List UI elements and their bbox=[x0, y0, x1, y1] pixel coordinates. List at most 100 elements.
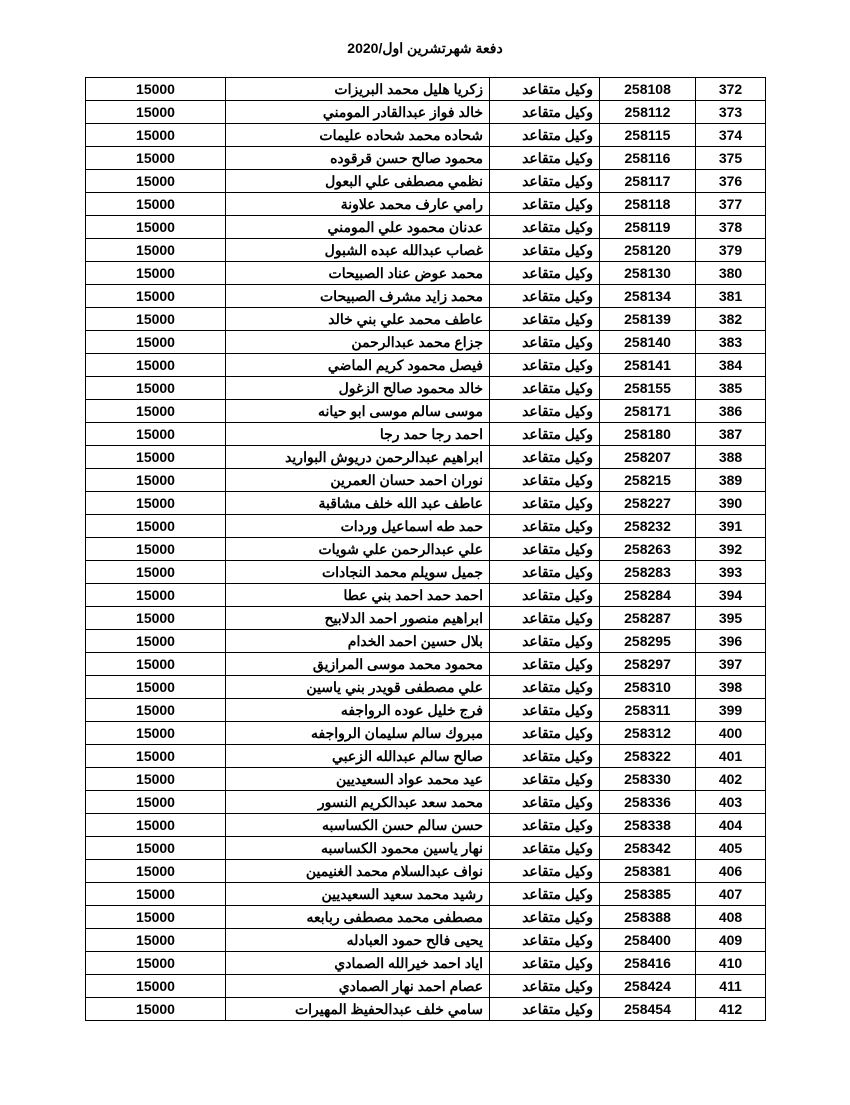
cell-id: 258311 bbox=[600, 699, 696, 722]
table-row: 15000حمد طه اسماعيل ورداتوكيل متقاعد2582… bbox=[86, 515, 766, 538]
cell-seq: 383 bbox=[696, 331, 766, 354]
cell-amount: 15000 bbox=[86, 101, 226, 124]
cell-id: 258141 bbox=[600, 354, 696, 377]
cell-id: 258336 bbox=[600, 791, 696, 814]
cell-seq: 394 bbox=[696, 584, 766, 607]
cell-amount: 15000 bbox=[86, 975, 226, 998]
cell-name: حمد طه اسماعيل وردات bbox=[226, 515, 490, 538]
cell-seq: 374 bbox=[696, 124, 766, 147]
cell-id: 258130 bbox=[600, 262, 696, 285]
cell-seq: 391 bbox=[696, 515, 766, 538]
table-row: 15000زكريا هليل محمد البريزاتوكيل متقاعد… bbox=[86, 78, 766, 101]
table-row: 15000عاطف عبد الله خلف مشاقبةوكيل متقاعد… bbox=[86, 492, 766, 515]
cell-id: 258108 bbox=[600, 78, 696, 101]
cell-rank: وكيل متقاعد bbox=[490, 239, 600, 262]
cell-seq: 386 bbox=[696, 400, 766, 423]
cell-amount: 15000 bbox=[86, 561, 226, 584]
cell-name: اياد احمد خيرالله الصمادي bbox=[226, 952, 490, 975]
cell-amount: 15000 bbox=[86, 216, 226, 239]
cell-rank: وكيل متقاعد bbox=[490, 446, 600, 469]
cell-name: محمود محمد موسى المرازيق bbox=[226, 653, 490, 676]
cell-name: عصام احمد نهار الصمادي bbox=[226, 975, 490, 998]
table-row: 15000نواف عبدالسلام محمد الغنيمينوكيل مت… bbox=[86, 860, 766, 883]
cell-name: احمد حمد احمد بني عطا bbox=[226, 584, 490, 607]
cell-rank: وكيل متقاعد bbox=[490, 998, 600, 1021]
cell-seq: 381 bbox=[696, 285, 766, 308]
cell-seq: 396 bbox=[696, 630, 766, 653]
cell-amount: 15000 bbox=[86, 377, 226, 400]
cell-name: ابراهيم عبدالرحمن دريوش البواريد bbox=[226, 446, 490, 469]
cell-amount: 15000 bbox=[86, 492, 226, 515]
cell-amount: 15000 bbox=[86, 906, 226, 929]
cell-seq: 379 bbox=[696, 239, 766, 262]
cell-name: شحاده محمد شحاده عليمات bbox=[226, 124, 490, 147]
cell-rank: وكيل متقاعد bbox=[490, 561, 600, 584]
cell-name: عدنان محمود علي المومني bbox=[226, 216, 490, 239]
cell-name: مصطفى محمد مصطفى ربابعه bbox=[226, 906, 490, 929]
cell-rank: وكيل متقاعد bbox=[490, 400, 600, 423]
cell-rank: وكيل متقاعد bbox=[490, 193, 600, 216]
cell-amount: 15000 bbox=[86, 124, 226, 147]
cell-amount: 15000 bbox=[86, 607, 226, 630]
cell-seq: 384 bbox=[696, 354, 766, 377]
cell-id: 258322 bbox=[600, 745, 696, 768]
cell-amount: 15000 bbox=[86, 952, 226, 975]
cell-seq: 405 bbox=[696, 837, 766, 860]
cell-amount: 15000 bbox=[86, 78, 226, 101]
cell-rank: وكيل متقاعد bbox=[490, 285, 600, 308]
cell-id: 258424 bbox=[600, 975, 696, 998]
cell-name: عاطف محمد علي بني خالد bbox=[226, 308, 490, 331]
cell-id: 258381 bbox=[600, 860, 696, 883]
cell-rank: وكيل متقاعد bbox=[490, 699, 600, 722]
table-row: 15000محمود محمد موسى المرازيقوكيل متقاعد… bbox=[86, 653, 766, 676]
table-row: 15000احمد حمد احمد بني عطاوكيل متقاعد258… bbox=[86, 584, 766, 607]
cell-id: 258312 bbox=[600, 722, 696, 745]
cell-rank: وكيل متقاعد bbox=[490, 630, 600, 653]
cell-rank: وكيل متقاعد bbox=[490, 216, 600, 239]
cell-rank: وكيل متقاعد bbox=[490, 262, 600, 285]
cell-amount: 15000 bbox=[86, 170, 226, 193]
cell-seq: 398 bbox=[696, 676, 766, 699]
cell-rank: وكيل متقاعد bbox=[490, 814, 600, 837]
table-row: 15000شحاده محمد شحاده عليماتوكيل متقاعد2… bbox=[86, 124, 766, 147]
cell-seq: 397 bbox=[696, 653, 766, 676]
table-row: 15000عيد محمد عواد السعيديينوكيل متقاعد2… bbox=[86, 768, 766, 791]
cell-name: رامي عارف محمد علاونة bbox=[226, 193, 490, 216]
table-row: 15000حسن سالم حسن الكساسبهوكيل متقاعد258… bbox=[86, 814, 766, 837]
cell-id: 258330 bbox=[600, 768, 696, 791]
cell-name: صالح سالم عبدالله الزعبي bbox=[226, 745, 490, 768]
table-row: 15000موسى سالم موسى ابو حيانهوكيل متقاعد… bbox=[86, 400, 766, 423]
table-row: 15000علي عبدالرحمن علي شوياتوكيل متقاعد2… bbox=[86, 538, 766, 561]
cell-amount: 15000 bbox=[86, 239, 226, 262]
cell-name: ابراهيم منصور احمد الدلابيح bbox=[226, 607, 490, 630]
table-row: 15000نهار ياسين محمود الكساسبهوكيل متقاع… bbox=[86, 837, 766, 860]
cell-rank: وكيل متقاعد bbox=[490, 745, 600, 768]
cell-name: مبروك سالم سليمان الرواجفه bbox=[226, 722, 490, 745]
cell-seq: 395 bbox=[696, 607, 766, 630]
cell-name: سامي خلف عبدالحفيظ المهيرات bbox=[226, 998, 490, 1021]
cell-id: 258116 bbox=[600, 147, 696, 170]
cell-name: فيصل محمود كريم الماضي bbox=[226, 354, 490, 377]
cell-rank: وكيل متقاعد bbox=[490, 492, 600, 515]
cell-rank: وكيل متقاعد bbox=[490, 584, 600, 607]
cell-amount: 15000 bbox=[86, 469, 226, 492]
cell-id: 258171 bbox=[600, 400, 696, 423]
cell-name: غصاب عبدالله عبده الشبول bbox=[226, 239, 490, 262]
cell-rank: وكيل متقاعد bbox=[490, 124, 600, 147]
table-container: 15000زكريا هليل محمد البريزاتوكيل متقاعد… bbox=[85, 77, 765, 1021]
table-row: 15000عصام احمد نهار الصماديوكيل متقاعد25… bbox=[86, 975, 766, 998]
table-row: 15000جميل سويلم محمد النجاداتوكيل متقاعد… bbox=[86, 561, 766, 584]
cell-seq: 382 bbox=[696, 308, 766, 331]
cell-amount: 15000 bbox=[86, 676, 226, 699]
cell-name: خالد فواز عبدالقادر المومني bbox=[226, 101, 490, 124]
cell-id: 258155 bbox=[600, 377, 696, 400]
cell-amount: 15000 bbox=[86, 860, 226, 883]
cell-id: 258115 bbox=[600, 124, 696, 147]
cell-id: 258134 bbox=[600, 285, 696, 308]
cell-amount: 15000 bbox=[86, 630, 226, 653]
cell-name: محمد سعد عبدالكريم النسور bbox=[226, 791, 490, 814]
table-row: 15000صالح سالم عبدالله الزعبيوكيل متقاعد… bbox=[86, 745, 766, 768]
cell-id: 258140 bbox=[600, 331, 696, 354]
cell-name: عيد محمد عواد السعيديين bbox=[226, 768, 490, 791]
cell-rank: وكيل متقاعد bbox=[490, 607, 600, 630]
